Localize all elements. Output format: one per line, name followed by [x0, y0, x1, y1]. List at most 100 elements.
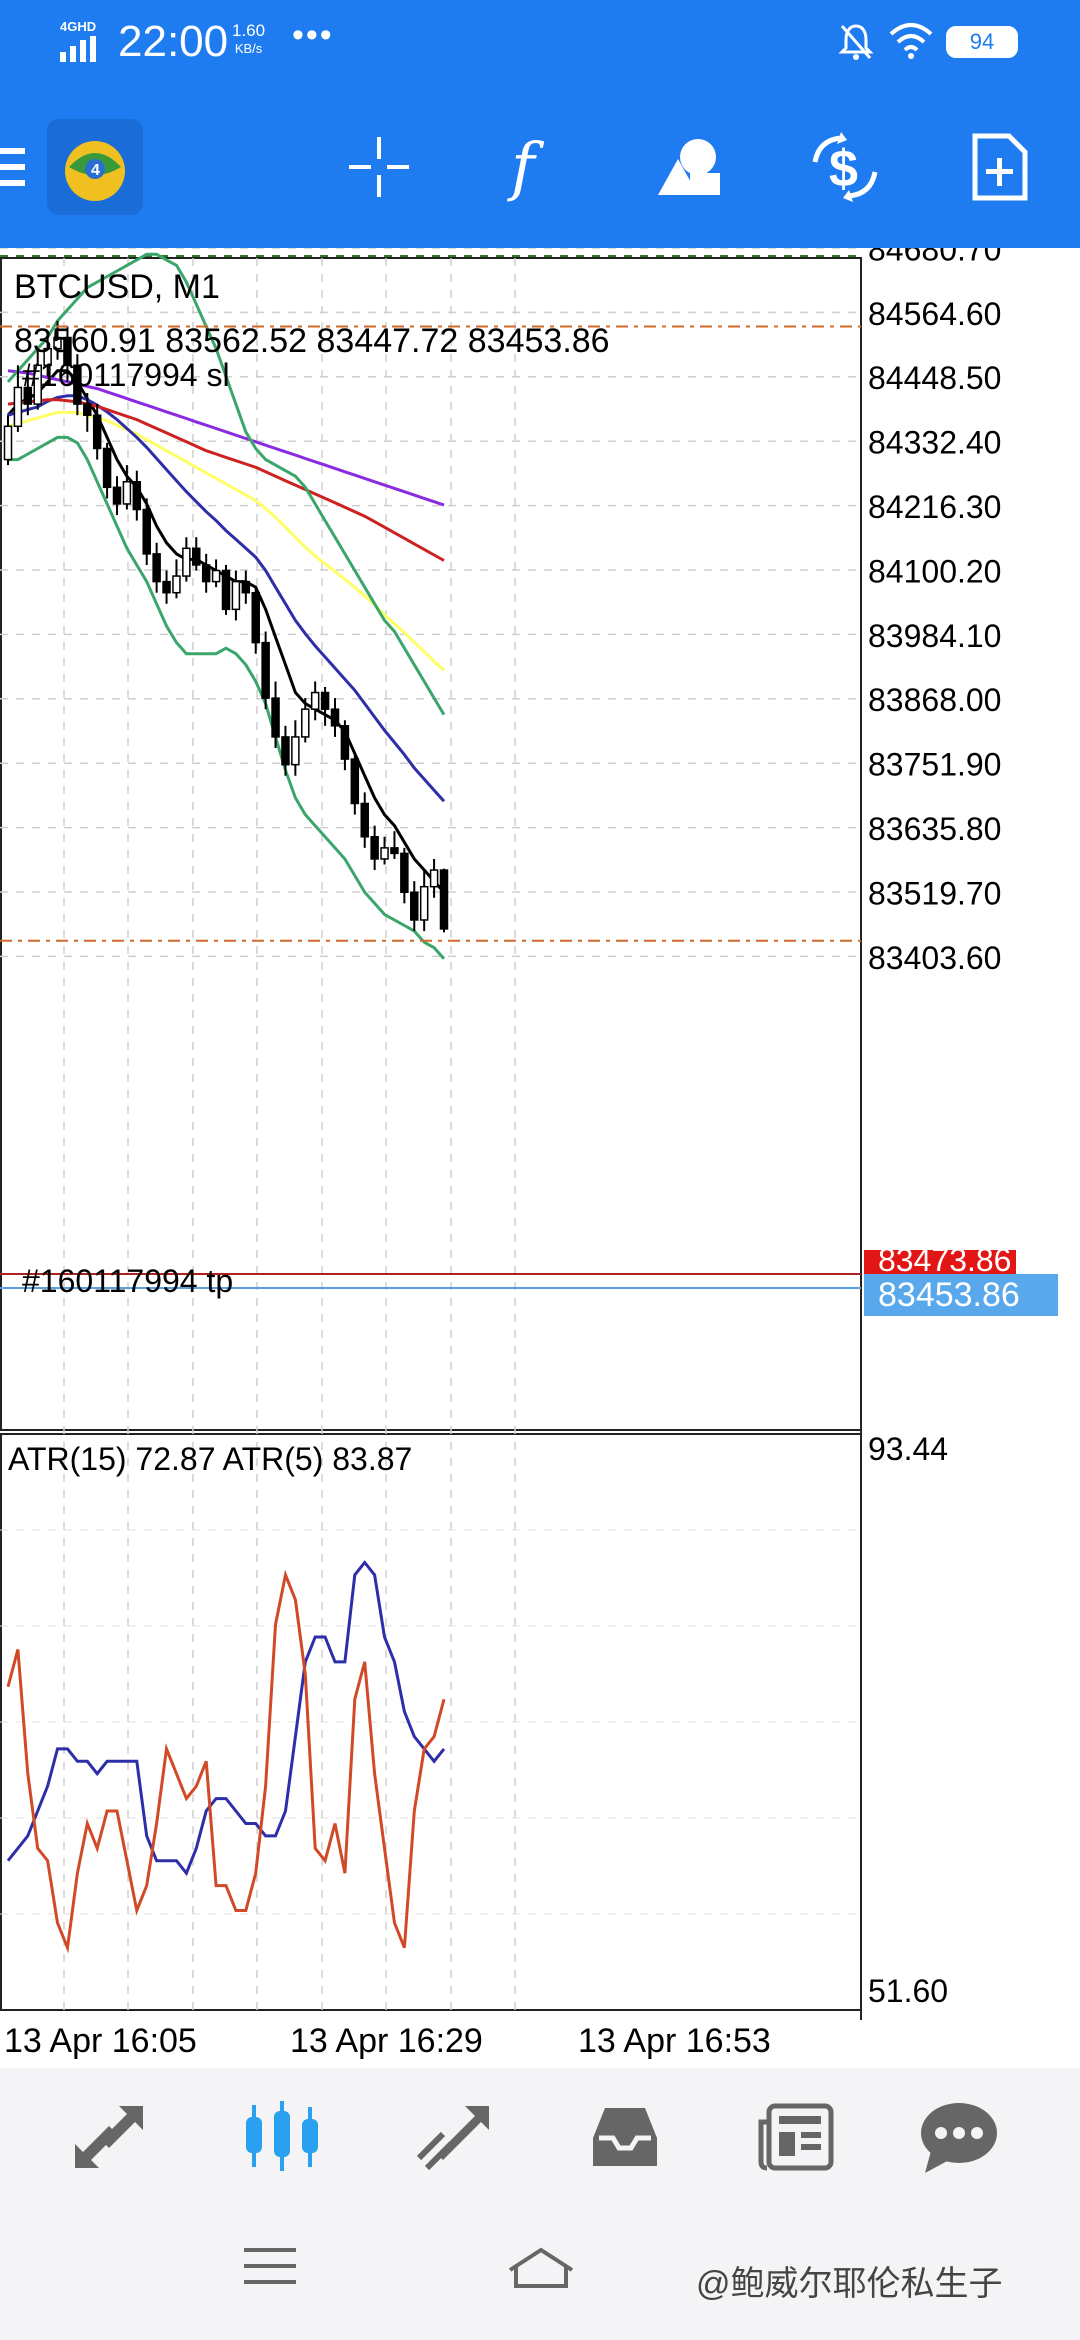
symbol-label: BTCUSD, M1 [14, 268, 220, 306]
candle-body [271, 697, 280, 738]
candle-body [23, 386, 33, 405]
atr-label: ATR(15) 72.87 ATR(5) 83.87 [8, 1441, 412, 1477]
svg-text:$: $ [829, 140, 858, 198]
sl-label: #160117994 sl [22, 357, 230, 393]
ma-line [8, 435, 446, 960]
watermark: @鲍威尔耶伦私生子 [696, 2265, 1003, 2303]
candle-body [92, 414, 102, 450]
candle-body [281, 736, 290, 766]
crosshair-icon[interactable] [334, 122, 424, 212]
time-tick-2: 13 Apr 16:29 [290, 2022, 483, 2060]
candle-body [400, 852, 409, 893]
candle-body [410, 891, 419, 921]
trade-dollar-icon[interactable]: $ [800, 122, 890, 212]
system-navigation [0, 2208, 1080, 2340]
atr-line [6, 1560, 446, 1877]
ma-line [6, 252, 446, 716]
chart-toolbar: 4 f $ [0, 84, 1080, 248]
atr-line [6, 1569, 446, 1954]
ask-price-badge [864, 1250, 1016, 1274]
atr-lines [6, 1560, 446, 1954]
candle-body [251, 591, 260, 644]
candle-body [360, 802, 369, 838]
price-tick: 83751.90 [868, 747, 1001, 783]
price-tick: 83403.60 [868, 940, 1001, 976]
candle-body [182, 547, 191, 577]
candle-body [102, 447, 112, 489]
atr-min-tick: 51.60 [868, 1973, 948, 2009]
svg-text:4: 4 [91, 162, 100, 179]
network-type: 4GHD [60, 19, 97, 34]
function-icon[interactable]: f [486, 122, 576, 212]
candle-body [310, 691, 320, 710]
candle-body [211, 569, 221, 583]
candle-body [221, 569, 231, 611]
candle-body [350, 758, 360, 805]
menu-icon[interactable] [0, 122, 60, 212]
bell-muted-icon [838, 22, 874, 67]
last-price-badge [864, 1274, 1058, 1316]
ohlc-label: 83560.91 83562.52 83447.72 83453.86 [14, 322, 610, 360]
chat-icon[interactable] [904, 2092, 1014, 2182]
atr-max-tick: 93.44 [868, 1431, 948, 1467]
quotes-icon[interactable] [54, 2092, 164, 2182]
price-tick: 83868.00 [868, 682, 1001, 718]
candle-body [122, 481, 132, 505]
tp-label: #160117994 tp [22, 1263, 233, 1299]
candle-body [340, 725, 350, 760]
candle-body [390, 847, 399, 855]
new-order-icon[interactable] [956, 122, 1046, 212]
candle-body [43, 347, 52, 367]
recent-apps-icon[interactable] [244, 2246, 300, 2291]
price-tick: 84216.30 [868, 489, 1001, 525]
ask-price-text: 83473.86 [878, 1242, 1011, 1278]
candle-body [301, 708, 310, 738]
candle-body [83, 403, 92, 416]
candle-body [320, 691, 330, 710]
candle-body [231, 580, 241, 611]
history-icon[interactable] [570, 2092, 680, 2182]
candle-body [73, 364, 82, 405]
trade-icon[interactable] [398, 2092, 508, 2182]
candle-body [142, 508, 151, 555]
price-axis: 84680.70 84564.60 84448.50 84332.40 84216.30… [868, 231, 1001, 976]
network-rate: 1.60 KB/s [232, 22, 265, 58]
candle-body [261, 641, 270, 699]
candle-body [132, 481, 142, 511]
price-tick: 84100.20 [868, 553, 1001, 589]
more-indicator: ••• [292, 16, 334, 54]
candle-body [3, 425, 13, 461]
candle-body [429, 869, 439, 888]
candle-body [152, 553, 161, 583]
main-chart-frame [0, 257, 862, 1431]
objects-icon[interactable] [644, 122, 734, 212]
candle-body [63, 336, 72, 367]
chart-area[interactable]: BTCUSD, M1 83560.91 83562.52 83447.72 83… [0, 231, 1080, 2068]
news-icon[interactable] [742, 2092, 852, 2182]
candle-body [201, 564, 211, 583]
wifi-icon [888, 20, 934, 65]
candle-body [112, 486, 122, 505]
chart-icon[interactable] [226, 2092, 336, 2182]
signal-icon [60, 36, 106, 67]
ma-line [7, 410, 446, 672]
price-tick: 83519.70 [868, 875, 1001, 911]
candle-body [13, 386, 23, 428]
candle-body [370, 836, 379, 860]
candle-body [330, 708, 340, 727]
metatrader-logo[interactable]: 4 [46, 118, 144, 216]
candle-body [241, 580, 251, 594]
candles [3, 320, 449, 933]
clock: 22:00 [118, 17, 229, 66]
price-tick: 84564.60 [868, 296, 1001, 332]
svg-text:f: f [507, 132, 545, 202]
candle-body [53, 336, 62, 350]
rate-value: 1.60 [232, 21, 266, 40]
candle-body [172, 575, 181, 594]
price-tick: 83984.10 [868, 618, 1001, 654]
candle-body [439, 869, 449, 930]
price-tick: 83635.80 [868, 811, 1001, 847]
home-icon[interactable] [506, 2246, 576, 2295]
status-bar: 4GHD 22:00 1.60 KB/s ••• 94 [0, 0, 1080, 84]
candle-body [291, 736, 300, 766]
